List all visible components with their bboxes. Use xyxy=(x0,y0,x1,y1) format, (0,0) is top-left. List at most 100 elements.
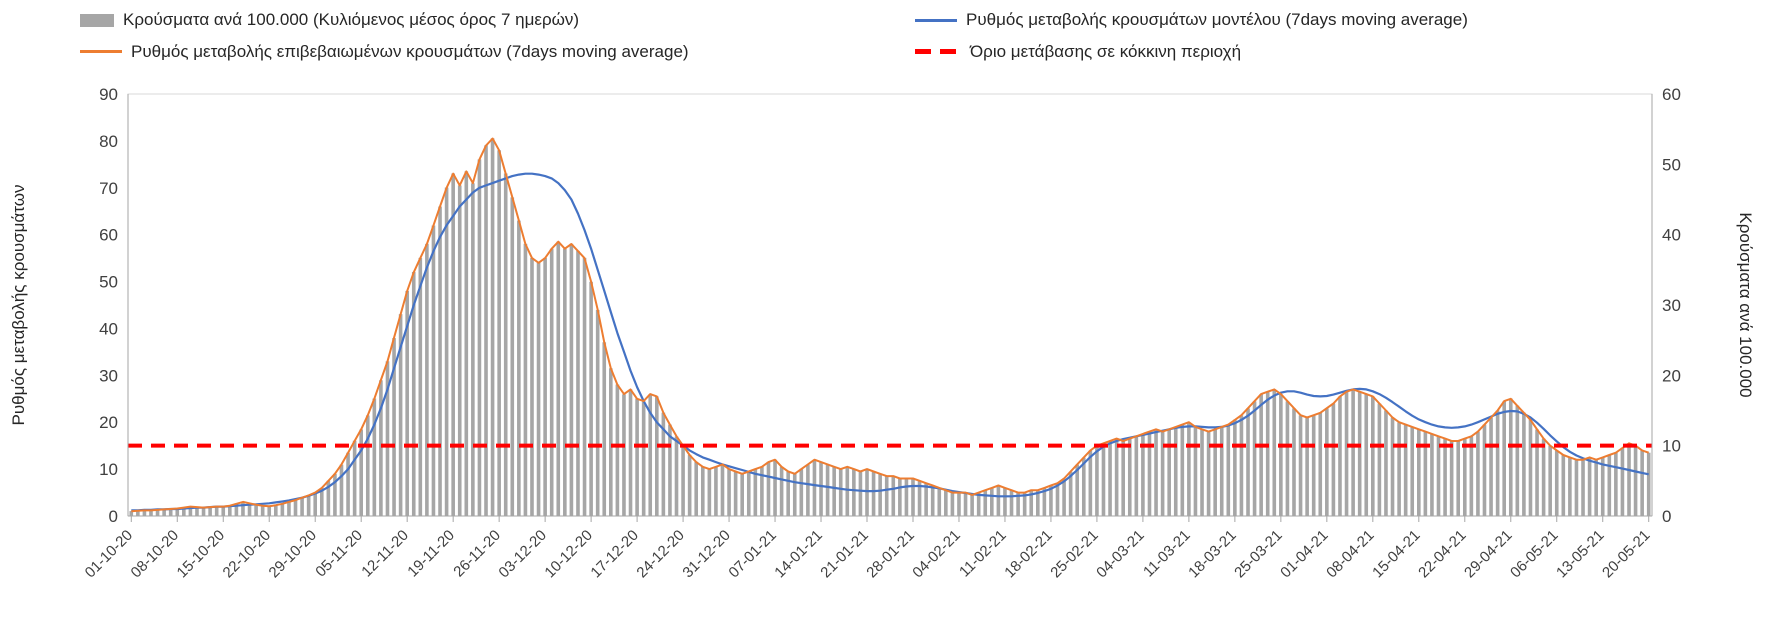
x-tick-label: 15-04-21 xyxy=(1369,527,1423,581)
bar xyxy=(359,429,363,516)
bar xyxy=(917,480,922,516)
bar xyxy=(1180,424,1185,516)
bar xyxy=(543,257,547,516)
bar xyxy=(1160,431,1165,516)
bar xyxy=(1338,396,1342,516)
bar xyxy=(1121,440,1125,516)
x-tick-label: 25-02-21 xyxy=(1047,527,1101,581)
legend-label-confirmed-rate: Ρυθμός μεταβολής επιβεβαιωμένων κρουσμάτ… xyxy=(131,41,689,61)
x-tick-label: 24-12-20 xyxy=(633,527,687,581)
bar xyxy=(1062,478,1066,516)
bar xyxy=(280,504,285,516)
bar xyxy=(1561,454,1566,516)
bar xyxy=(1042,487,1047,516)
bar xyxy=(1449,440,1454,516)
bar xyxy=(609,368,613,516)
x-tick-label: 10-12-20 xyxy=(541,527,595,581)
bar xyxy=(1607,454,1612,516)
bar xyxy=(970,494,974,516)
x-tick-label: 07-01-21 xyxy=(725,527,779,581)
y-right-tick-label: 30 xyxy=(1662,296,1681,315)
bar xyxy=(1279,394,1283,516)
bar xyxy=(398,314,403,516)
bar xyxy=(267,506,272,516)
x-tick-label: 22-10-20 xyxy=(220,527,274,581)
x-tick-label: 22-04-21 xyxy=(1415,527,1469,581)
bar xyxy=(1371,396,1375,516)
bar xyxy=(963,492,968,516)
bar xyxy=(208,506,212,516)
bar xyxy=(911,478,915,516)
bar xyxy=(655,396,659,516)
legend-item-cases-per-100k: Κρούσματα ανά 100.000 (Κυλιόμενος μέσος … xyxy=(80,8,915,33)
bar xyxy=(661,412,666,516)
bar xyxy=(838,468,843,516)
y-right-tick-label: 0 xyxy=(1662,507,1671,526)
bar xyxy=(628,389,633,516)
bar xyxy=(1272,389,1277,516)
bar xyxy=(313,492,318,516)
bar xyxy=(306,494,311,516)
bar xyxy=(1528,419,1533,516)
bar xyxy=(595,309,600,516)
bar xyxy=(1614,452,1618,516)
bar xyxy=(517,220,521,516)
bar xyxy=(1009,489,1014,516)
x-tick-label: 06-05-21 xyxy=(1507,527,1561,581)
bar xyxy=(523,243,528,516)
bar xyxy=(444,187,449,516)
legend-item-red-zone-threshold: Όριο μετάβασης σε κόκκινη περιοχή xyxy=(915,40,1771,65)
chart-legend: Κρούσματα ανά 100.000 (Κυλιόμενος μέσος … xyxy=(0,0,1771,64)
bar xyxy=(274,505,278,516)
bar xyxy=(510,197,515,516)
bar xyxy=(740,473,744,516)
bar xyxy=(812,459,817,516)
bar xyxy=(234,503,239,516)
bar xyxy=(214,506,219,516)
bar xyxy=(898,478,902,516)
bar xyxy=(385,361,390,516)
x-tick-label: 31-12-20 xyxy=(679,527,733,581)
bar xyxy=(556,241,561,516)
bar xyxy=(1219,426,1224,516)
bar xyxy=(1574,459,1579,516)
bar xyxy=(142,510,147,516)
bar xyxy=(891,475,896,516)
x-tick-label: 08-10-20 xyxy=(128,527,182,581)
bar xyxy=(405,290,409,516)
threshold-dash-swatch xyxy=(915,49,961,55)
bar xyxy=(536,262,541,516)
bar xyxy=(1252,401,1257,516)
bar xyxy=(1311,415,1316,516)
bar xyxy=(950,492,955,516)
confirmed-line-swatch xyxy=(80,50,122,54)
bar xyxy=(714,466,718,516)
bar xyxy=(1541,438,1546,516)
legend-item-confirmed-rate: Ρυθμός μεταβολής επιβεβαιωμένων κρουσμάτ… xyxy=(80,40,915,65)
bar xyxy=(707,468,712,516)
y-left-tick-label: 50 xyxy=(99,273,118,292)
x-axis-ticks: 01-10-2008-10-2015-10-2022-10-2029-10-20… xyxy=(82,516,1654,581)
bar xyxy=(497,150,501,516)
bar xyxy=(1108,440,1112,516)
bar xyxy=(687,454,692,516)
bar xyxy=(852,468,856,516)
bar xyxy=(786,471,790,516)
bar xyxy=(700,466,705,516)
bar xyxy=(602,342,607,516)
bar xyxy=(1173,426,1178,516)
bar xyxy=(1495,410,1500,516)
y-left-tick-label: 60 xyxy=(99,226,118,245)
bar xyxy=(287,501,291,516)
bar xyxy=(1515,405,1520,516)
bar xyxy=(1298,415,1303,516)
bar xyxy=(418,257,423,516)
bar xyxy=(589,281,593,516)
bar xyxy=(871,471,876,516)
bar xyxy=(1508,398,1513,516)
x-tick-label: 04-02-21 xyxy=(909,527,963,581)
y-axis-right-ticks: 0 10 20 30 40 50 60 xyxy=(1662,85,1681,526)
y-right-tick-label: 60 xyxy=(1662,85,1681,104)
bar xyxy=(582,257,587,516)
bar xyxy=(372,398,377,516)
